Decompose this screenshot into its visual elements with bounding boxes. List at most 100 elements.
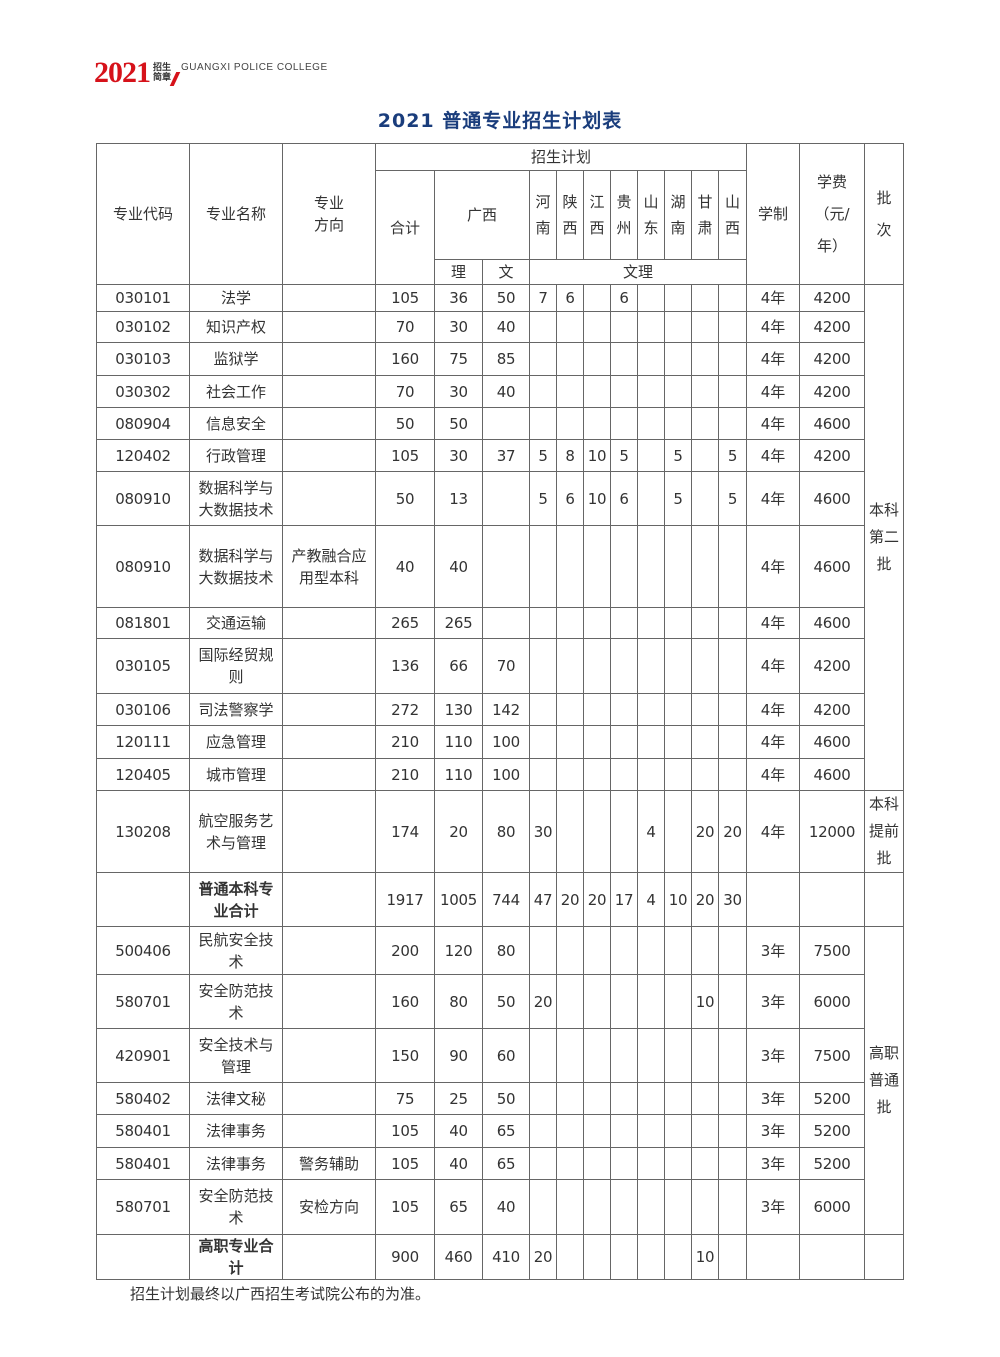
cell-province-山东 (637, 525, 665, 608)
cell-name: 监狱学 (189, 342, 283, 376)
cell-province-陕西 (556, 1082, 584, 1115)
cell-province-贵州 (610, 974, 638, 1029)
cell-duration: 3年 (746, 1147, 800, 1180)
cell-code: 080910 (96, 471, 190, 526)
cell-wen: 65 (482, 1147, 530, 1180)
table-row: 030106 司法警察学 272 130 142 4年 4200 (96, 693, 904, 726)
cell-province-湖南 (664, 311, 692, 343)
cell-province-甘肃 (691, 693, 719, 726)
cell-total: 200 (375, 926, 435, 975)
cell-province-河南: 7 (529, 284, 557, 312)
cell-duration: 4年 (746, 758, 800, 791)
cell-total: 50 (375, 471, 435, 526)
cell-total: 105 (375, 284, 435, 312)
cell-wen: 100 (482, 725, 530, 759)
cell-province-陕西: 6 (556, 471, 584, 526)
cell-province-山东 (637, 607, 665, 639)
cell-province-湖南 (664, 693, 692, 726)
cell-province-甘肃 (691, 1114, 719, 1148)
cell-province-湖南 (664, 725, 692, 759)
cell-province-江西 (583, 375, 611, 408)
cell-province-山西 (718, 311, 747, 343)
header-direction: 专业方向 (282, 143, 376, 285)
cell-province-山西 (718, 607, 747, 639)
header-province: 河南 (529, 170, 557, 260)
cell-province-贵州 (610, 693, 638, 726)
cell-province-贵州: 5 (610, 439, 638, 472)
cell-province-山东 (637, 375, 665, 408)
cell-province-贵州 (610, 1114, 638, 1148)
cell-li: 20 (434, 790, 483, 873)
cell-province-山东 (637, 1234, 665, 1280)
cell-code: 580701 (96, 1179, 190, 1235)
header-province: 江西 (583, 170, 611, 260)
cell-direction (282, 342, 376, 376)
cell-province-山东 (637, 407, 665, 440)
cell-province-陕西 (556, 725, 584, 759)
header-province: 贵州 (610, 170, 638, 260)
cell-province-江西: 10 (583, 471, 611, 526)
cell-province-山东 (637, 725, 665, 759)
cell-code (96, 872, 190, 927)
cell-name: 普通本科专业合计 (189, 872, 283, 927)
cell-total: 105 (375, 1114, 435, 1148)
cell-li: 40 (434, 525, 483, 608)
cell-total: 40 (375, 525, 435, 608)
cell-li: 30 (434, 375, 483, 408)
cell-wen: 37 (482, 439, 530, 472)
cell-province-江西 (583, 1114, 611, 1148)
cell-direction (282, 974, 376, 1029)
cell-code: 580401 (96, 1147, 190, 1180)
cell-province-山东 (637, 638, 665, 694)
cell-name: 法律事务 (189, 1147, 283, 1180)
cell-province-江西 (583, 974, 611, 1029)
cell-province-湖南 (664, 790, 692, 873)
cell-province-贵州 (610, 342, 638, 376)
cell-province-贵州 (610, 311, 638, 343)
cell-code: 030302 (96, 375, 190, 408)
cell-batch (864, 872, 904, 927)
brand-year: 2021 (94, 56, 151, 89)
cell-province-陕西 (556, 311, 584, 343)
cell-code: 420901 (96, 1028, 190, 1083)
cell-province-贵州 (610, 638, 638, 694)
table-row: 500406 民航安全技术 200 120 80 3年 7500 高职普通批 (96, 926, 904, 1235)
cell-province-江西 (583, 693, 611, 726)
header-plan: 招生计划 (375, 143, 747, 171)
cell-direction (282, 693, 376, 726)
cell-name: 国际经贸规则 (189, 638, 283, 694)
cell-province-山西 (718, 284, 747, 312)
table-row: 高职专业合计 900 460 410 20 10 (96, 1234, 904, 1280)
cell-province-湖南 (664, 758, 692, 791)
cell-province-江西 (583, 1179, 611, 1235)
cell-province-湖南 (664, 1147, 692, 1180)
cell-direction (282, 926, 376, 975)
header-wen: 文 (482, 259, 530, 285)
cell-province-山东 (637, 758, 665, 791)
cell-li: 1005 (434, 872, 483, 927)
cell-fee: 4200 (799, 311, 865, 343)
header-wenli: 文理 (529, 259, 747, 285)
cell-province-甘肃 (691, 471, 719, 526)
cell-province-贵州 (610, 407, 638, 440)
cell-wen: 65 (482, 1114, 530, 1148)
cell-province-甘肃: 20 (691, 872, 719, 927)
enrollment-plan-table: 专业代码 专业名称 专业方向 招生计划 学制 学费（元/年） 批次 合计 广西 … (96, 143, 904, 1280)
cell-wen: 80 (482, 926, 530, 975)
cell-fee: 5200 (799, 1082, 865, 1115)
cell-total: 160 (375, 974, 435, 1029)
cell-province-湖南 (664, 1114, 692, 1148)
cell-total: 150 (375, 1028, 435, 1083)
cell-name: 交通运输 (189, 607, 283, 639)
cell-wen: 50 (482, 284, 530, 312)
cell-province-山西 (718, 693, 747, 726)
cell-province-陕西 (556, 375, 584, 408)
cell-province-河南: 30 (529, 790, 557, 873)
cell-province-湖南 (664, 525, 692, 608)
cell-province-陕西: 8 (556, 439, 584, 472)
cell-province-河南 (529, 1114, 557, 1148)
cell-name: 安全技术与管理 (189, 1028, 283, 1083)
cell-duration: 3年 (746, 926, 800, 975)
cell-province-山西 (718, 638, 747, 694)
cell-name: 行政管理 (189, 439, 283, 472)
